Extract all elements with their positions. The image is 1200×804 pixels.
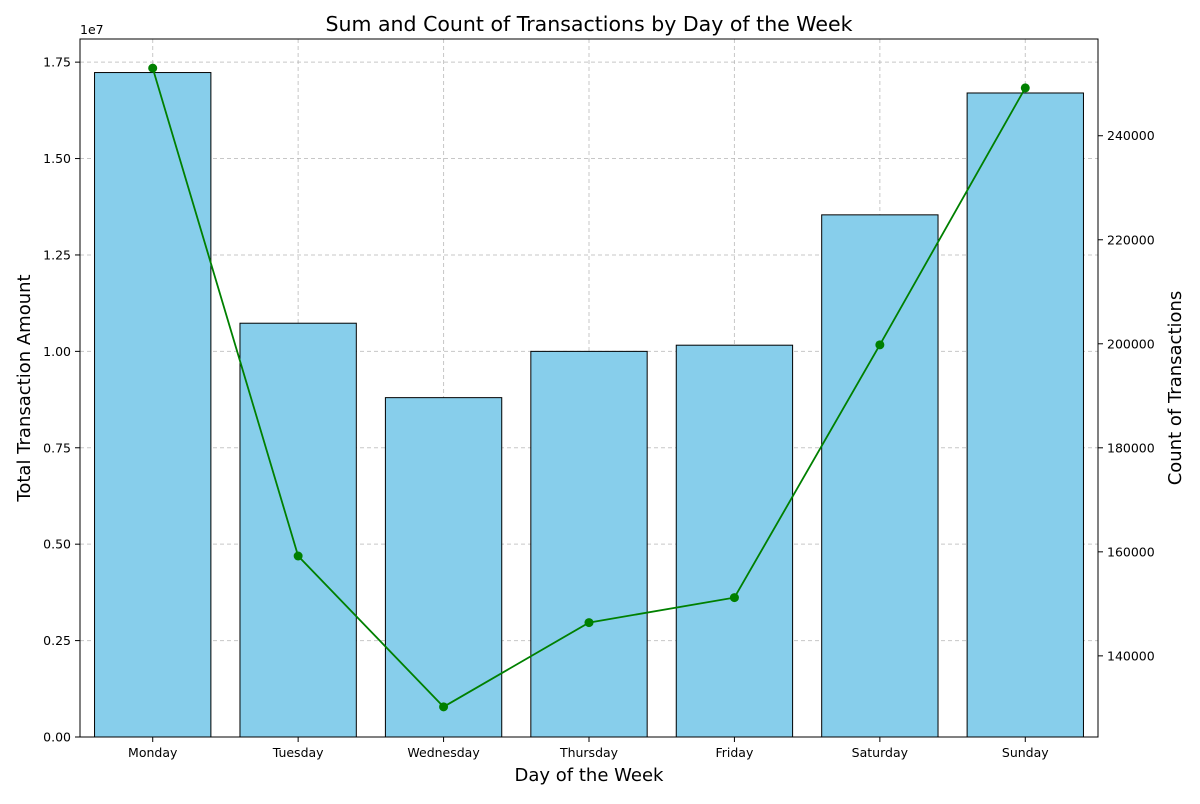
y2-tick-label: 180000 [1107, 440, 1155, 455]
x-tick-label: Sunday [1002, 745, 1049, 760]
count-line-series [148, 63, 1030, 712]
count-point-wednesday [439, 702, 449, 712]
chart-title: Sum and Count of Transactions by Day of … [326, 12, 853, 36]
x-tick-label: Tuesday [272, 745, 324, 760]
x-tick-label: Friday [715, 745, 753, 760]
y-tick-label: 0.50 [43, 537, 71, 552]
bar-thursday [530, 350, 648, 738]
bar-tuesday [239, 322, 357, 738]
bar-series [94, 72, 1084, 738]
x-tick-label: Saturday [852, 745, 909, 760]
count-point-tuesday [293, 551, 303, 561]
y-axis-offset-label: 1e7 [80, 22, 104, 37]
count-point-monday [148, 63, 158, 73]
y2-tick-label: 220000 [1107, 232, 1155, 247]
x-tick-label: Monday [128, 745, 178, 760]
y2-tick-label: 160000 [1107, 544, 1155, 559]
y-tick-label: 1.25 [43, 247, 71, 262]
bar-saturday [821, 214, 939, 738]
y2-axis-title: Count of Transactions [1165, 291, 1186, 486]
bar-friday [675, 344, 794, 738]
y2-tick-label: 200000 [1107, 336, 1155, 351]
bar-monday [94, 72, 212, 738]
x-axis-ticks: Monday Tuesday Wednesday Thursday Friday Satu… [128, 737, 1049, 760]
y-tick-label: 1.50 [43, 151, 71, 166]
y-axis-ticks: 0.00 0.25 0.50 0.75 1.00 1.25 1.50 1.75 [43, 55, 80, 745]
x-axis-title: Day of the Week [515, 765, 664, 786]
y-tick-label: 1.75 [43, 55, 71, 70]
x-tick-label: Wednesday [407, 745, 480, 760]
y2-axis-ticks: 140000 160000 180000 200000 220000 240000 [1098, 128, 1155, 663]
count-point-thursday [584, 618, 594, 628]
x-tick-label: Thursday [559, 745, 619, 760]
y-tick-label: 0.00 [43, 730, 71, 745]
count-point-friday [729, 593, 739, 603]
y2-tick-label: 240000 [1107, 128, 1155, 143]
y-tick-label: 1.00 [43, 344, 71, 359]
count-point-saturday [875, 340, 885, 350]
count-point-sunday [1020, 83, 1030, 93]
y-axis-title: Total Transaction Amount [14, 274, 35, 502]
bar-wednesday [384, 397, 503, 738]
y-tick-label: 0.75 [43, 440, 71, 455]
y2-tick-label: 140000 [1107, 648, 1155, 663]
y-tick-label: 0.25 [43, 633, 71, 648]
bar-sunday [966, 92, 1084, 738]
